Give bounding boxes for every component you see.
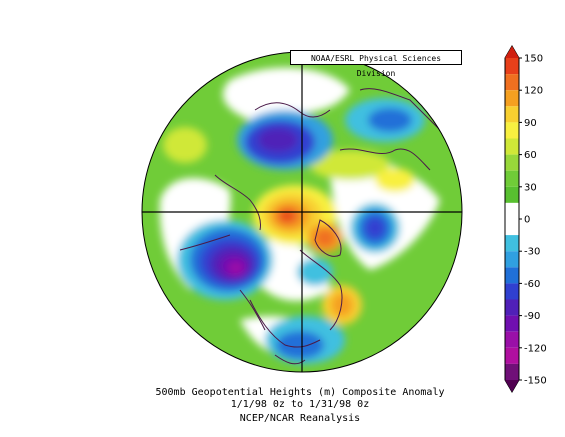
colorbar-bin-6 <box>505 154 519 171</box>
caption-dates: 1/1/98 0z to 1/31/98 0z <box>230 399 370 410</box>
colorbar-label-8: -90 <box>524 311 540 322</box>
colorbar-label-0: 150 <box>524 54 543 65</box>
colorbar-label-10: -150 <box>524 376 547 387</box>
caption-title: 500mb Geopotential Heights (m) Composite… <box>155 387 445 398</box>
colorbar-bin-13 <box>505 267 519 284</box>
colorbar-bin-8 <box>505 186 519 203</box>
coastlines <box>179 88 441 365</box>
colorbar-bin-3 <box>505 106 519 123</box>
colorbar-bin-16 <box>505 315 519 332</box>
colorbar-bottom-arrow <box>505 380 519 392</box>
anomaly-field <box>142 52 462 372</box>
colorbar-label-9: -120 <box>524 343 547 354</box>
colorbar-label-7: -60 <box>524 279 540 290</box>
colorbar-label-5: 0 <box>524 215 530 226</box>
colorbar-bin-4 <box>505 122 519 139</box>
colorbar-bin-10 <box>505 219 519 236</box>
colorbar-bin-1 <box>505 74 519 91</box>
caption-source: NCEP/NCAR Reanalysis <box>239 413 361 424</box>
colorbar-label-4: 30 <box>524 182 537 193</box>
colorbar: 150 120 90 60 30 0 -30 -60 -90 -120 -150 <box>504 45 547 393</box>
colorbar-top-arrow <box>505 46 519 58</box>
colorbar-label-6: -30 <box>524 247 540 258</box>
colorbar-bin-18 <box>505 347 519 364</box>
colorbar-bin-19 <box>505 363 519 380</box>
colorbar-label-2: 90 <box>524 118 537 129</box>
colorbar-bin-12 <box>505 251 519 268</box>
colorbar-bin-15 <box>505 299 519 316</box>
colorbar-bin-0 <box>505 58 519 75</box>
colorbar-bin-5 <box>505 138 519 155</box>
colorbar-label-1: 120 <box>524 86 543 97</box>
colorbar-bin-11 <box>505 235 519 252</box>
colorbar-bin-2 <box>505 90 519 107</box>
credit-label: NOAA/ESRL Physical Sciences Division <box>290 50 462 78</box>
colorbar-bin-7 <box>505 170 519 187</box>
colorbar-bin-17 <box>505 331 519 348</box>
colorbar-label-3: 60 <box>524 150 537 161</box>
colorbar-bin-14 <box>505 283 519 300</box>
colorbar-bin-9 <box>505 202 519 219</box>
